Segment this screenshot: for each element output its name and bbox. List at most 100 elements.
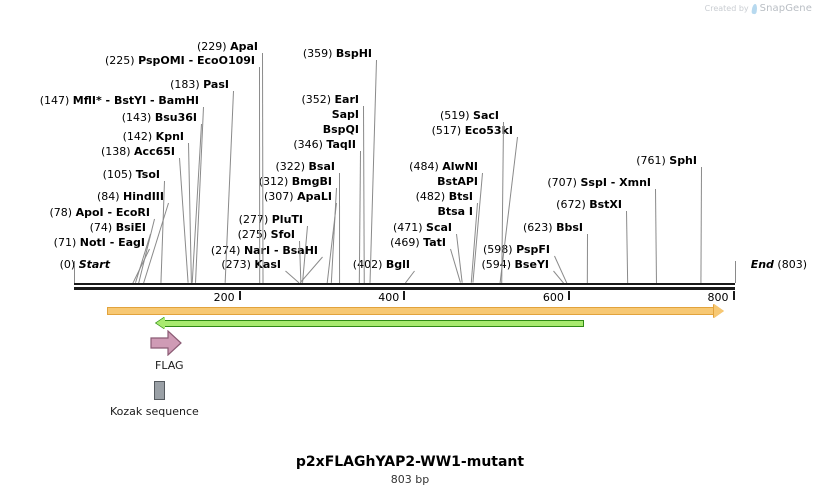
enzyme-name: KpnI	[155, 130, 184, 143]
enzyme-position: (594)	[481, 258, 515, 271]
enzyme-name: Bsu36I	[154, 111, 197, 124]
enzyme-label-l0[interactable]: (0) Start	[60, 259, 110, 271]
enzyme-name: PasI	[203, 78, 229, 91]
enzyme-label-l277[interactable]: (277) PluTI	[239, 214, 303, 226]
leader-line-lend	[735, 261, 736, 283]
enzyme-position: (74)	[89, 221, 116, 234]
enzyme-label-l469[interactable]: (469) TatI	[390, 237, 446, 249]
enzyme-label-l707[interactable]: (707) SspI - XmnI	[547, 177, 651, 189]
enzyme-label-l402[interactable]: (402) BglI	[353, 259, 410, 271]
flag-feature-arrow[interactable]	[150, 330, 182, 356]
enzyme-label-l71[interactable]: (71) NotI - EagI	[54, 237, 145, 249]
enzyme-label-l482[interactable]: (482) BtsI	[416, 191, 473, 203]
enzyme-name: TatI	[423, 236, 446, 249]
enzyme-label-l312[interactable]: (312) BmgBI	[259, 176, 332, 188]
enzyme-label-lend[interactable]: End (803)	[751, 259, 807, 271]
enzyme-label-l484-1[interactable]: BstAPI	[437, 176, 478, 188]
enzyme-label-l594[interactable]: (594) BseYI	[481, 259, 549, 271]
enzyme-position: (471)	[392, 221, 427, 234]
ruler-label-600: 600	[542, 291, 564, 304]
enzyme-position: (274)	[210, 244, 244, 257]
enzyme-label-l761[interactable]: (761) SphI	[636, 155, 697, 167]
plasmid-length: 803 bp	[390, 473, 430, 486]
enzyme-name: BsaI	[308, 160, 335, 173]
enzyme-label-l484[interactable]: (484) AlwNI	[409, 161, 478, 173]
enzyme-position: (142)	[122, 130, 156, 143]
enzyme-label-l471[interactable]: (471) ScaI	[393, 222, 452, 234]
enzyme-label-l225[interactable]: (225) PspOMI - EcoO109I	[105, 55, 255, 67]
ruler-tick-200	[238, 291, 241, 300]
orf-arrowhead-icon	[714, 304, 725, 318]
created-by-text: Created by	[704, 4, 749, 13]
enzyme-position: (143)	[121, 111, 155, 124]
enzyme-position: (84)	[96, 190, 124, 203]
enzyme-label-l273[interactable]: (273) KasI	[221, 259, 281, 271]
ruler-tick-800	[732, 291, 735, 300]
enzyme-label-l147[interactable]: (147) MflI* - BstYI - BamHI	[40, 95, 199, 107]
enzyme-position: (672)	[556, 198, 590, 211]
enzyme-label-l517[interactable]: (517) Eco53kI	[432, 125, 513, 137]
leader-line-l352	[363, 105, 365, 284]
enzyme-name: ScaI	[426, 221, 452, 234]
enzyme-label-l482-1[interactable]: Btsa I	[437, 206, 473, 218]
enzyme-label-l352[interactable]: (352) EarI	[301, 94, 359, 106]
enzyme-label-l142[interactable]: (142) KpnI	[123, 131, 184, 143]
enzyme-label-l346[interactable]: (346) TaqII	[293, 139, 356, 151]
leader-line-l761	[700, 166, 702, 284]
enzyme-name: TsoI	[135, 168, 160, 181]
plasmid-title: p2xFLAGhYAP2-WW1-mutant	[295, 454, 525, 470]
enzyme-name: KasI	[254, 258, 281, 271]
enzyme-label-l78[interactable]: (78) ApoI - EcoRI	[50, 207, 151, 219]
enzyme-position: (598)	[483, 243, 517, 256]
enzyme-position: (623)	[523, 221, 557, 234]
enzyme-name: PspOMI - EcoO109I	[138, 54, 255, 67]
enzyme-position: (359)	[302, 47, 336, 60]
enzyme-name: Eco53kI	[464, 124, 513, 137]
enzyme-label-l598[interactable]: (598) PspFI	[483, 244, 550, 256]
enzyme-name: ApaI	[230, 40, 258, 53]
enzyme-name: End	[750, 258, 774, 271]
enzyme-position: (273)	[221, 258, 255, 271]
enzyme-label-l352-1[interactable]: SapI	[332, 109, 359, 121]
enzyme-label-l229[interactable]: (229) ApaI	[197, 41, 258, 53]
enzyme-label-l307[interactable]: (307) ApaLI	[264, 191, 332, 203]
leader-line-l0	[74, 261, 75, 283]
enzyme-position: (469)	[390, 236, 424, 249]
enzyme-position: (138)	[100, 145, 135, 158]
enzyme-position: (0)	[59, 258, 79, 271]
enzyme-label-l623[interactable]: (623) BbsI	[523, 222, 583, 234]
leader-line-l138	[179, 157, 189, 284]
enzyme-label-l519[interactable]: (519) SacI	[440, 110, 499, 122]
transcript-arrowhead-icon	[156, 317, 166, 329]
enzyme-label-l74[interactable]: (74) BsiEI	[90, 222, 146, 234]
enzyme-label-l322[interactable]: (322) BsaI	[275, 161, 335, 173]
leader-line-l672	[626, 210, 629, 283]
leader-line-l322	[339, 172, 341, 284]
leader-line-l623	[586, 233, 588, 284]
enzyme-name: MflI* - BstYI - BamHI	[72, 94, 199, 107]
enzyme-name: TaqII	[326, 138, 356, 151]
enzyme-label-l359[interactable]: (359) BspHI	[303, 48, 372, 60]
kozak-feature-box[interactable]	[154, 381, 165, 400]
enzyme-position: (71)	[53, 236, 80, 249]
enzyme-position: (225)	[105, 54, 139, 67]
enzyme-label-l84[interactable]: (84) HindIII	[97, 191, 164, 203]
enzyme-label-l672[interactable]: (672) BstXI	[556, 199, 622, 211]
leader-line-l707	[655, 188, 657, 284]
enzyme-label-l138[interactable]: (138) Acc65I	[101, 146, 175, 158]
backbone-line-bottom	[74, 287, 735, 290]
enzyme-label-l352-2[interactable]: BspQI	[323, 124, 359, 136]
enzyme-name: EarI	[334, 93, 359, 106]
enzyme-position: (78)	[49, 206, 76, 219]
orf-feature-arrow[interactable]	[106, 307, 716, 315]
flag-feature-label: FLAG	[155, 359, 184, 372]
enzyme-name: BstAPI	[437, 175, 478, 188]
enzyme-label-l105[interactable]: (105) TsoI	[103, 169, 160, 181]
enzyme-label-l143[interactable]: (143) Bsu36I	[122, 112, 197, 124]
enzyme-position: (707)	[547, 176, 581, 189]
enzyme-label-l275[interactable]: (275) SfoI	[238, 229, 295, 241]
enzyme-position: (147)	[39, 94, 73, 107]
enzyme-label-l183[interactable]: (183) PasI	[170, 79, 229, 91]
enzyme-position: (275)	[237, 228, 271, 241]
transcript-feature-arrow[interactable]	[164, 320, 585, 327]
